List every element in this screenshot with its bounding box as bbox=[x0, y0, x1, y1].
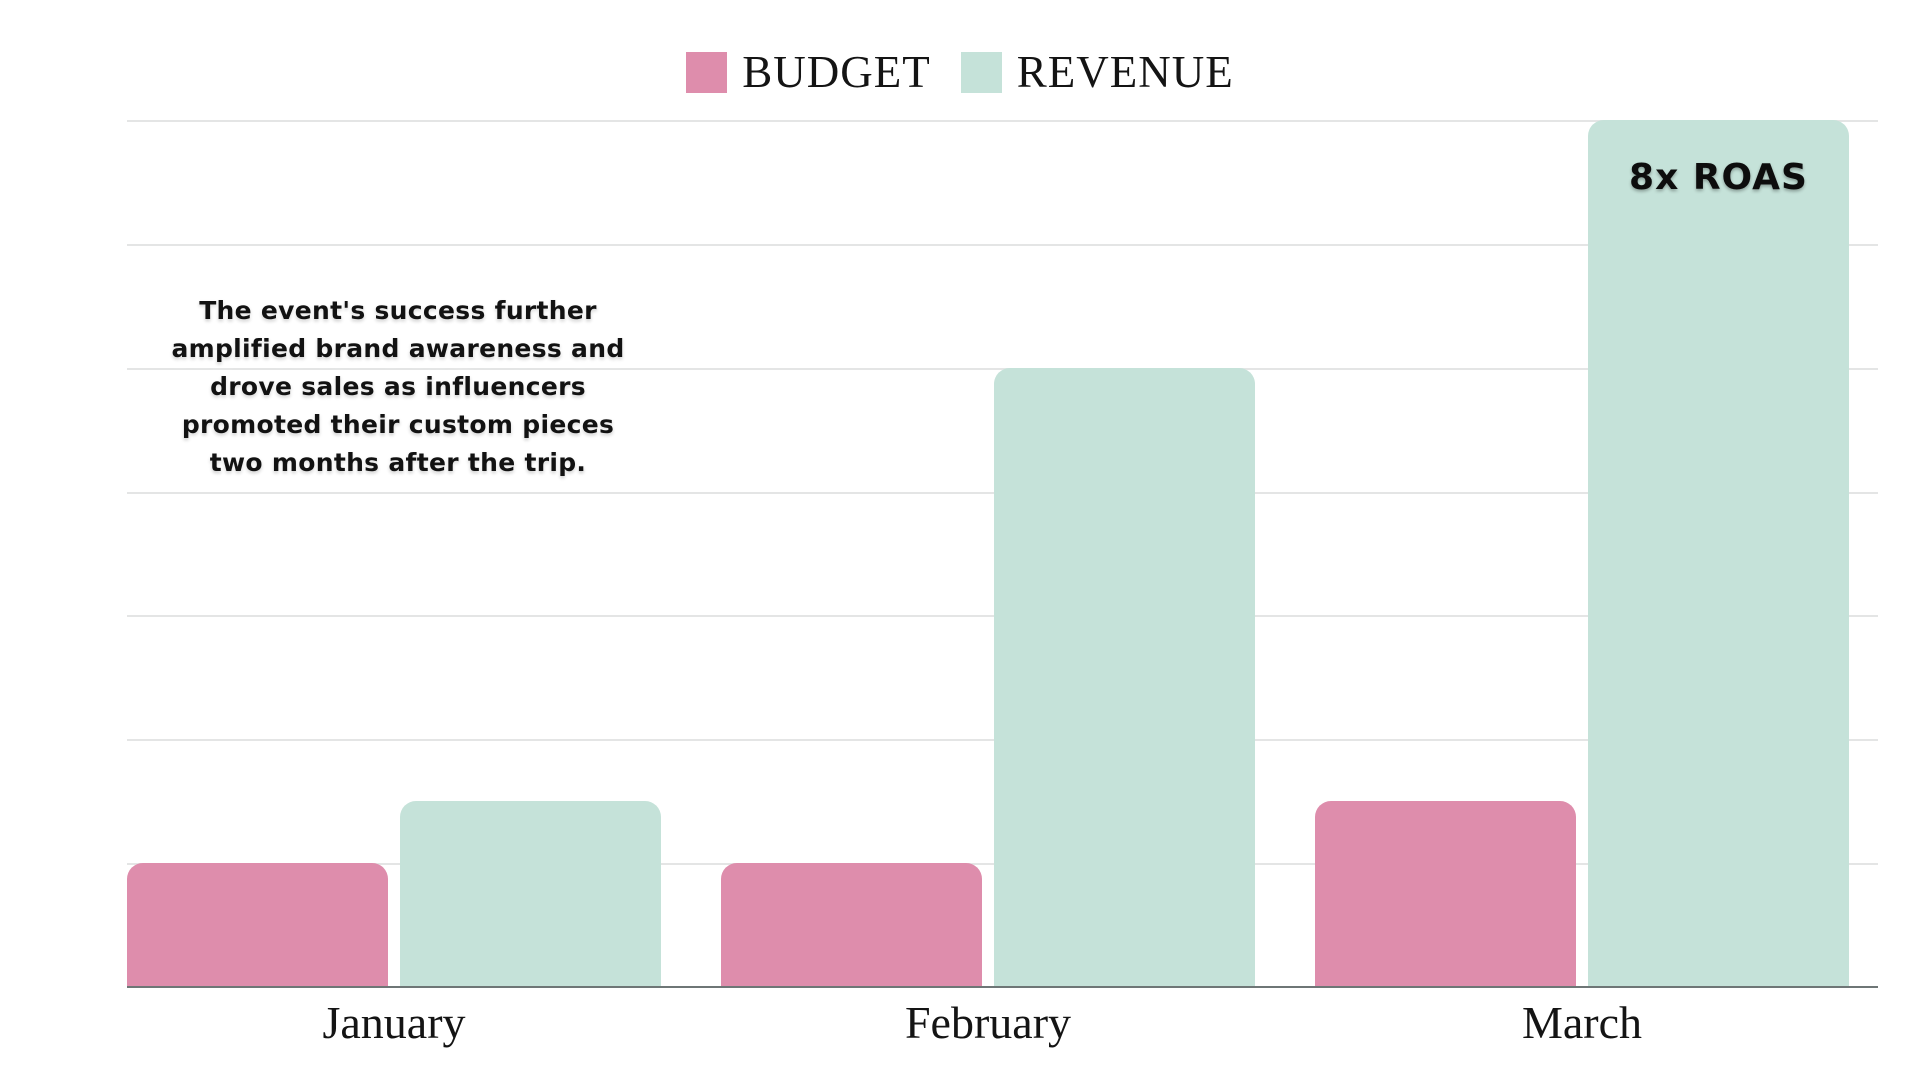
legend-item-budget: BUDGET bbox=[686, 50, 930, 95]
roas-label: 8x ROAS bbox=[1629, 157, 1808, 198]
bar-revenue-march bbox=[1588, 120, 1849, 987]
annotation-line: The event's success further bbox=[199, 296, 597, 325]
x-axis-label-january: January bbox=[322, 997, 466, 1048]
budget-swatch-icon bbox=[686, 52, 728, 93]
bar-revenue-january bbox=[400, 801, 661, 987]
legend-label-revenue: REVENUE bbox=[1016, 47, 1234, 97]
annotation-line: drove sales as influencers bbox=[210, 372, 586, 401]
legend-item-revenue: REVENUE bbox=[960, 47, 1234, 97]
bar-budget-february bbox=[721, 863, 982, 987]
annotation-text: The event's success further amplified br… bbox=[148, 292, 648, 482]
x-axis-line bbox=[127, 986, 1878, 988]
legend-label-budget: BUDGET bbox=[742, 47, 931, 97]
annotation-line: promoted their custom pieces bbox=[181, 410, 615, 439]
gridline bbox=[127, 243, 1878, 246]
revenue-swatch-icon bbox=[960, 52, 1002, 93]
annotation-line: two months after the trip. bbox=[209, 448, 587, 477]
annotation-line: amplified brand awareness and bbox=[171, 334, 625, 363]
bar-budget-january bbox=[127, 863, 388, 987]
gridline bbox=[127, 120, 1878, 122]
plot-area bbox=[127, 120, 1878, 988]
legend: BUDGET REVENUE bbox=[0, 50, 1920, 95]
x-axis-label-february: February bbox=[904, 997, 1072, 1048]
x-axis-label-march: March bbox=[1521, 997, 1643, 1048]
bar-revenue-february bbox=[994, 368, 1255, 987]
bar-budget-march bbox=[1315, 801, 1576, 987]
